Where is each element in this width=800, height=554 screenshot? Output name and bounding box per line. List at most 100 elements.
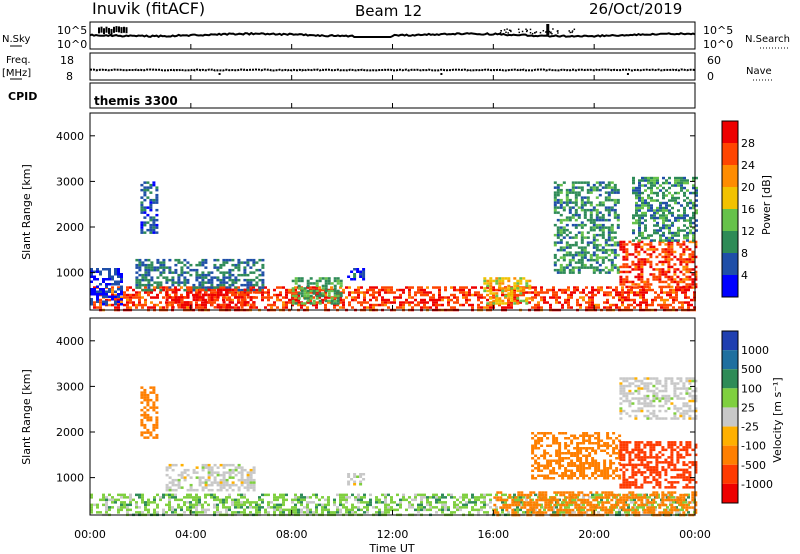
heatmap-cell <box>619 283 623 286</box>
heatmap-cell <box>312 296 315 299</box>
heatmap-cell <box>246 501 249 504</box>
heatmap-cell <box>155 226 159 229</box>
heatmap-cell <box>659 209 662 212</box>
heatmap-cell <box>672 501 675 504</box>
heatmap-cell <box>348 508 351 512</box>
heatmap-cell <box>362 278 366 281</box>
heatmap-cell <box>240 503 243 507</box>
heatmap-cell <box>580 263 584 267</box>
heatmap-cell <box>668 224 671 227</box>
heatmap-cell <box>632 214 635 217</box>
heatmap-cell <box>396 296 399 299</box>
heatmap-cell <box>171 463 175 467</box>
heatmap-cell <box>195 276 199 279</box>
heatmap-cell <box>565 228 569 232</box>
heatmap-cell <box>668 231 671 235</box>
heatmap-cell <box>606 298 609 302</box>
heatmap-cell <box>640 501 644 504</box>
heatmap-cell <box>591 496 594 499</box>
heatmap-cell <box>288 288 291 292</box>
heatmap-cell <box>174 286 177 289</box>
heatmap-cell <box>333 303 336 307</box>
heatmap-cell <box>648 286 651 289</box>
heatmap-cell <box>573 472 577 475</box>
heatmap-cell <box>162 306 165 309</box>
heatmap-cell <box>549 432 553 435</box>
heatmap-cell <box>597 286 600 289</box>
heatmap-cell <box>201 476 205 479</box>
heatmap-cell <box>610 268 614 272</box>
heatmap-cell <box>634 511 638 514</box>
heatmap-cell <box>219 283 223 287</box>
heatmap-cell <box>228 288 232 292</box>
heatmap-cell <box>577 216 581 219</box>
heatmap-cell <box>559 201 563 204</box>
nave-point <box>440 73 443 75</box>
heatmap-cell <box>146 403 150 407</box>
heatmap-cell <box>603 444 607 447</box>
heatmap-cell <box>649 506 653 509</box>
heatmap-cell <box>213 263 217 267</box>
heatmap-cell <box>228 473 232 477</box>
heatmap-cell <box>669 293 672 297</box>
heatmap-cell <box>589 266 593 269</box>
heatmap-cell <box>168 476 172 479</box>
power-panel-frame <box>89 112 696 311</box>
heatmap-cell <box>669 496 672 499</box>
heatmap-cell <box>641 234 644 237</box>
heatmap-cell <box>210 471 214 474</box>
heatmap-cell <box>108 506 111 509</box>
heatmap-cell <box>631 511 635 514</box>
heatmap-cell <box>156 276 160 279</box>
heatmap-cell <box>435 286 438 289</box>
heatmap-cell <box>210 496 213 499</box>
heatmap-cell <box>174 288 178 292</box>
heatmap-cell <box>511 503 515 507</box>
heatmap-cell <box>579 447 583 450</box>
heatmap-cell <box>249 288 253 292</box>
heatmap-cell <box>671 214 674 217</box>
heatmap-cell <box>306 282 310 285</box>
heatmap-cell <box>444 496 447 499</box>
heatmap-cell <box>642 293 645 297</box>
heatmap-cell <box>459 286 462 289</box>
heatmap-cell <box>571 223 575 227</box>
heatmap-cell <box>111 286 114 289</box>
heatmap-cell <box>565 193 569 197</box>
heatmap-cell <box>228 286 232 289</box>
heatmap-cell <box>384 493 387 497</box>
heatmap-cell <box>294 493 297 497</box>
heatmap-cell <box>534 291 537 294</box>
heatmap-cell <box>135 296 138 299</box>
heatmap-cell <box>153 268 157 272</box>
heatmap-cell <box>114 270 117 273</box>
heatmap-cell <box>607 191 611 194</box>
heatmap-cell <box>672 288 675 292</box>
heatmap-cell <box>671 184 674 187</box>
heatmap-cell <box>604 256 608 259</box>
heatmap-cell <box>140 228 144 232</box>
heatmap-cell <box>597 511 600 514</box>
heatmap-cell <box>213 288 216 292</box>
heatmap-cell <box>694 501 698 504</box>
heatmap-cell <box>138 303 141 307</box>
heatmap-cell <box>682 250 686 254</box>
heatmap-cell <box>583 203 587 207</box>
heatmap-cell <box>234 306 237 309</box>
heatmap-cell <box>686 226 689 230</box>
heatmap-cell <box>522 277 526 280</box>
heatmap-cell <box>489 277 493 280</box>
heatmap-cell <box>594 462 598 465</box>
freq-tick-top: 18 <box>60 54 74 67</box>
heatmap-cell <box>285 306 288 309</box>
heatmap-cell <box>140 223 144 227</box>
heatmap-cell <box>579 474 583 477</box>
heatmap-cell <box>411 286 414 289</box>
heatmap-cell <box>682 268 686 271</box>
heatmap-cell <box>246 301 250 304</box>
heatmap-cell <box>228 296 231 299</box>
heatmap-cell <box>240 466 244 469</box>
heatmap-cell <box>342 503 345 507</box>
heatmap-cell <box>576 444 580 447</box>
heatmap-cell <box>129 306 132 309</box>
